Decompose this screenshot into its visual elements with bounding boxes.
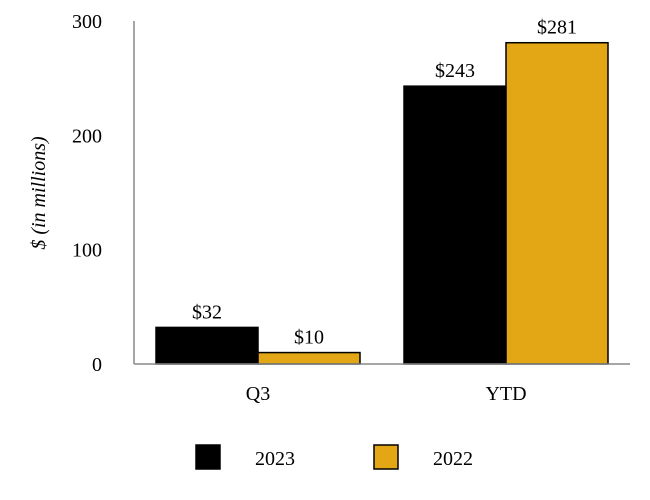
bar-2022-YTD: [505, 41, 609, 365]
data-label: $243: [435, 60, 475, 82]
legend-label-2023: 2023: [255, 448, 295, 470]
data-label: $32: [192, 301, 222, 323]
legend-swatch-2023: [195, 444, 221, 470]
bars: [155, 41, 609, 365]
bar-2023-Q3: [155, 326, 259, 365]
bar-2022-Q3: [257, 351, 361, 365]
legend: 2023 2022: [195, 444, 473, 470]
y-tick-label: 100: [72, 240, 102, 262]
y-tick-label: 0: [92, 354, 102, 376]
data-label: $10: [294, 327, 324, 349]
x-axis: Q3 YTD: [134, 363, 630, 405]
y-tick-label: 300: [72, 11, 102, 33]
y-tick-label: 200: [72, 125, 102, 147]
x-tick-label: YTD: [485, 383, 526, 405]
y-axis-title: $ (in millions): [28, 136, 50, 250]
y-axis: 0 100 200 300: [72, 11, 135, 376]
data-label: $281: [537, 17, 577, 39]
legend-swatch-2022: [373, 444, 399, 470]
legend-label-2022: 2022: [433, 448, 473, 470]
x-tick-label: Q3: [246, 383, 270, 405]
data-labels: $32 $10 $243 $281: [192, 17, 577, 349]
bar-2023-YTD: [403, 85, 507, 365]
